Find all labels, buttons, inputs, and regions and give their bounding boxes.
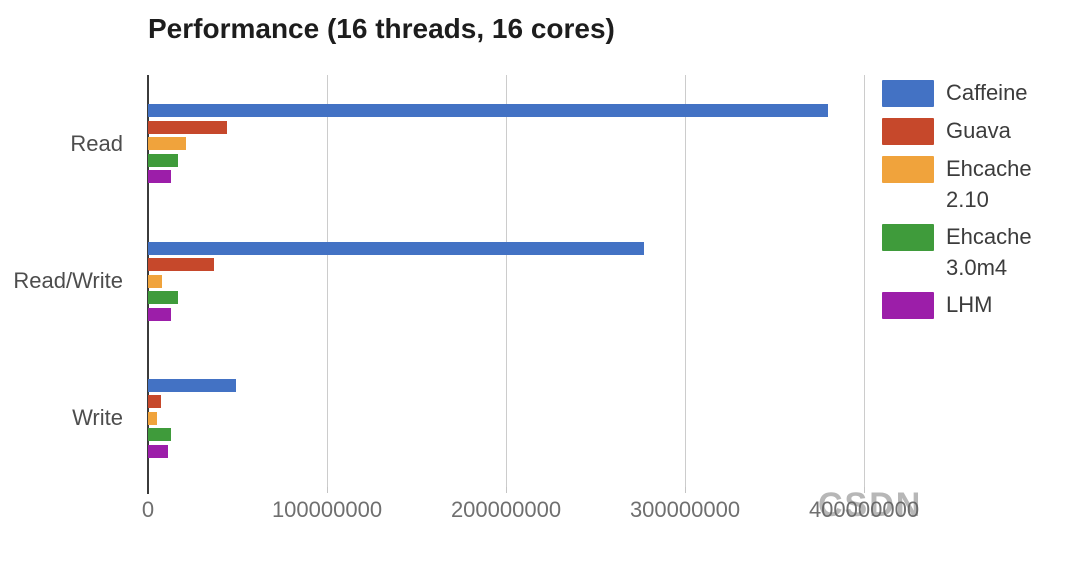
legend-item-caffeine: Caffeine bbox=[882, 80, 1028, 108]
x-tick-mark-100000000 bbox=[327, 487, 328, 493]
legend-swatch-ehcache-2-10 bbox=[882, 156, 934, 183]
bar-ehcache-3-0m4-write bbox=[148, 428, 172, 442]
x-tick-mark-200000000 bbox=[506, 487, 507, 493]
x-tick-label-300000000: 300000000 bbox=[629, 497, 741, 522]
x-tick-label-400000000: 400000000 bbox=[808, 497, 920, 522]
x-tick-label-200000000: 200000000 bbox=[450, 497, 562, 522]
bar-lhm-read bbox=[148, 170, 172, 184]
x-tick-label-100000000: 100000000 bbox=[271, 497, 383, 522]
bar-guava-read-write bbox=[148, 258, 215, 271]
category-label-read: Read bbox=[70, 130, 123, 156]
legend-label-ehcache-2-10: Ehcache 2.10 bbox=[946, 156, 1032, 212]
legend-swatch-caffeine bbox=[882, 80, 934, 107]
bar-ehcache-3-0m4-read-write bbox=[148, 291, 179, 304]
bar-caffeine-read bbox=[148, 104, 829, 118]
chart-title: Performance (16 threads, 16 cores) bbox=[148, 13, 615, 44]
legend-swatch-ehcache-3-0m4 bbox=[882, 224, 934, 251]
category-label-write: Write bbox=[72, 405, 123, 431]
legend-swatch-guava bbox=[882, 118, 934, 145]
plot-area bbox=[147, 75, 865, 494]
legend-item-ehcache-2-10: Ehcache 2.10 bbox=[882, 156, 1032, 215]
bar-caffeine-read-write bbox=[148, 241, 644, 255]
legend-label-lhm: LHM bbox=[946, 292, 993, 317]
bar-ehcache-3-0m4-read bbox=[148, 153, 179, 167]
csdn-watermark: CSDN bbox=[818, 486, 923, 524]
legend-label-guava: Guava bbox=[946, 118, 1011, 143]
gridline-300000000 bbox=[685, 75, 686, 487]
x-tick-label-0: 0 bbox=[141, 497, 155, 522]
bar-guava-write bbox=[148, 395, 161, 409]
gridline-200000000 bbox=[506, 75, 507, 487]
gridline-400000000 bbox=[864, 75, 865, 487]
legend-label-caffeine: Caffeine bbox=[946, 80, 1028, 105]
bar-ehcache-2-10-write bbox=[148, 411, 157, 425]
legend-item-ehcache-3-0m4: Ehcache 3.0m4 bbox=[882, 224, 1032, 283]
legend-item-lhm: LHM bbox=[882, 292, 992, 320]
bar-ehcache-2-10-read bbox=[148, 137, 186, 151]
bar-ehcache-2-10-read-write bbox=[148, 274, 163, 288]
bar-lhm-read-write bbox=[148, 307, 172, 321]
legend-item-guava: Guava bbox=[882, 118, 1011, 146]
x-tick-mark-400000000 bbox=[864, 487, 865, 493]
x-tick-mark-300000000 bbox=[685, 487, 686, 493]
bar-lhm-write bbox=[148, 444, 168, 458]
gridline-100000000 bbox=[327, 75, 328, 487]
legend-label-ehcache-3-0m4: Ehcache 3.0m4 bbox=[946, 224, 1032, 280]
bar-guava-read bbox=[148, 120, 227, 134]
category-label-read-write: Read/Write bbox=[13, 268, 123, 293]
legend-swatch-lhm bbox=[882, 292, 934, 319]
bar-caffeine-write bbox=[148, 378, 236, 392]
